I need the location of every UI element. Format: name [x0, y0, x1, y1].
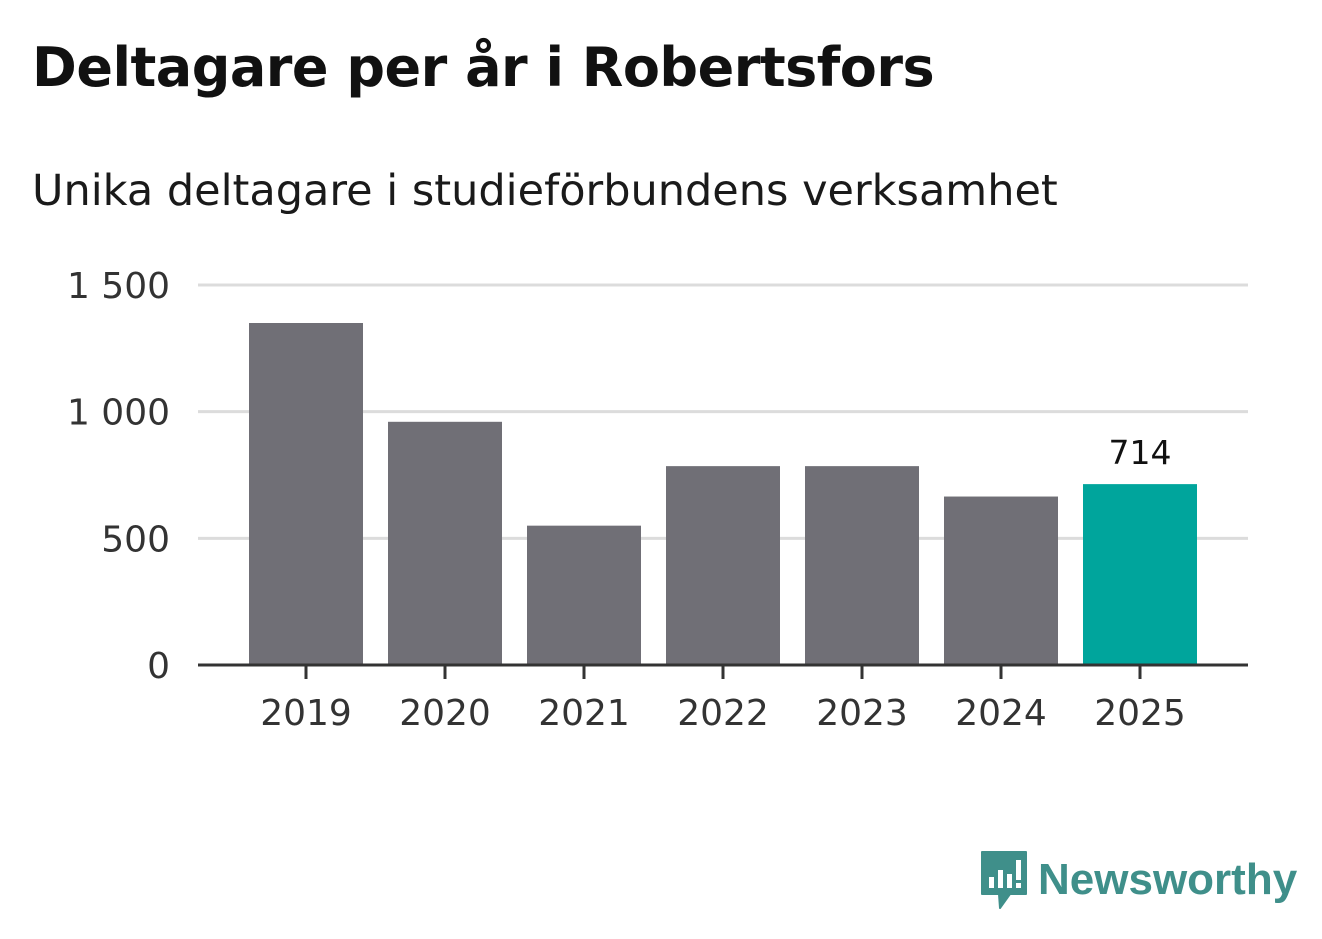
brand-name: Newsworthy — [1038, 855, 1298, 904]
y-tick-label: 0 — [147, 646, 170, 687]
chart-subtitle: Unika deltagare i studieförbundens verks… — [32, 166, 1058, 216]
axes — [198, 663, 1248, 679]
x-tick-label: 2022 — [677, 693, 769, 734]
x-tick-label: 2025 — [1094, 693, 1186, 734]
x-tick-label: 2023 — [816, 693, 908, 734]
data-label: 714 — [1109, 433, 1172, 472]
y-tick-label: 1 000 — [67, 393, 170, 434]
x-tick-label: 2021 — [538, 693, 630, 734]
bars — [249, 323, 1197, 665]
labels: 0 500 1 000 1 500 2019 2020 2021 2022 2023 2024 20… — [67, 266, 1186, 734]
bar-2024 — [944, 496, 1058, 665]
x-tick-label: 2024 — [955, 693, 1047, 734]
bar-2019 — [249, 323, 363, 665]
chart-title: Deltagare per år i Robertsfors — [32, 36, 935, 99]
x-tick-label: 2020 — [399, 693, 491, 734]
bar-2020 — [388, 421, 502, 665]
y-tick-label: 500 — [101, 519, 170, 560]
chart-bubble-icon — [981, 851, 1027, 909]
y-tick-label: 1 500 — [67, 266, 170, 307]
bar-2021 — [527, 525, 641, 665]
bar-2025 — [1083, 484, 1197, 665]
x-tick-label: 2019 — [260, 693, 352, 734]
newsworthy-logo: Newsworthy — [980, 850, 1297, 910]
bar-2023 — [805, 466, 919, 665]
bar-2022 — [666, 466, 780, 665]
